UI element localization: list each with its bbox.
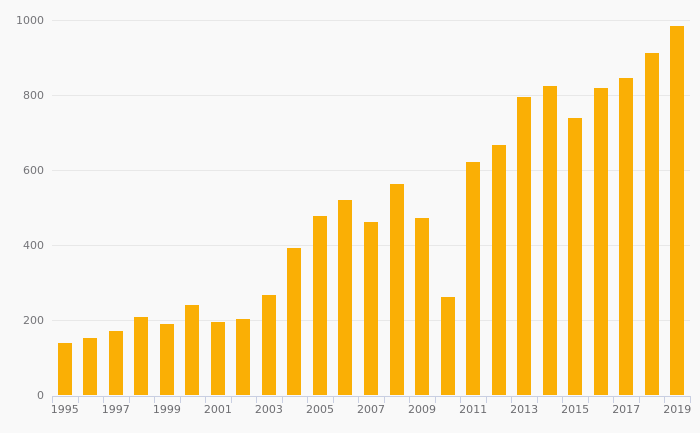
x-axis-tick (205, 396, 207, 403)
y-axis-label: 400 (23, 238, 44, 252)
x-axis-tick (77, 396, 79, 403)
bar-2008 (389, 184, 404, 396)
bar-2009 (415, 217, 430, 396)
bar-2016 (593, 88, 608, 396)
x-axis-label: 2019 (663, 403, 692, 416)
x-axis-label: 1997 (101, 403, 130, 416)
gridline (52, 170, 690, 172)
x-axis-label: 2017 (612, 403, 641, 416)
x-axis-tick (434, 396, 436, 403)
bar-1996 (83, 338, 98, 396)
x-axis-tick (511, 396, 513, 403)
bar-1997 (108, 330, 123, 396)
x-axis-tick (307, 396, 309, 403)
x-axis-tick (154, 396, 156, 403)
bar-2012 (491, 145, 506, 396)
x-axis-tick (562, 396, 564, 403)
y-axis-label: 600 (23, 163, 44, 177)
x-axis-label: 2007 (357, 403, 385, 416)
x-axis-label: 2001 (203, 403, 232, 416)
x-axis-tick (638, 396, 640, 403)
bar-2010 (440, 296, 455, 396)
x-axis-label: 2015 (561, 403, 590, 416)
x-axis-tick (409, 396, 411, 403)
bar-2015 (568, 117, 583, 396)
x-axis-tick (587, 396, 589, 403)
bar-2001 (210, 321, 225, 396)
y-axis-label: 200 (23, 313, 44, 327)
bar-2018 (644, 52, 659, 396)
bar-2013 (517, 97, 532, 396)
bar-2002 (236, 319, 251, 396)
x-axis-tick (613, 396, 615, 403)
x-axis-tick (103, 396, 105, 403)
x-axis-tick (332, 396, 334, 403)
bar-2014 (542, 85, 557, 396)
y-axis-label: 1000 (16, 13, 44, 27)
x-axis-label: 2003 (254, 403, 283, 416)
bar-2000 (185, 304, 200, 396)
x-axis-label: 1995 (50, 403, 79, 416)
gridline (52, 20, 690, 21)
bar-1995 (57, 342, 72, 396)
bar-2006 (338, 200, 353, 396)
x-axis-tick (690, 396, 691, 403)
x-axis-tick (52, 396, 53, 403)
bar-2011 (466, 162, 481, 396)
gridline (52, 95, 690, 97)
x-axis-tick (536, 396, 538, 403)
x-axis-label: 2009 (408, 403, 437, 416)
x-axis-tick (281, 396, 283, 403)
bar-2017 (619, 78, 634, 396)
x-axis-tick (128, 396, 130, 403)
x-axis-label: 2005 (305, 403, 334, 416)
x-axis-line (52, 395, 691, 397)
bar-1999 (159, 324, 174, 396)
x-axis-label: 1999 (152, 403, 181, 416)
x-axis-tick (485, 396, 487, 403)
x-axis-tick (179, 396, 181, 403)
x-axis-label: 2013 (510, 403, 539, 416)
bar-2005 (312, 216, 327, 396)
x-axis-label: 2011 (459, 403, 488, 416)
bar-2003 (261, 294, 276, 396)
x-axis-tick (664, 396, 666, 403)
y-axis-label: 800 (23, 88, 44, 102)
x-axis-tick (358, 396, 360, 403)
x-axis-tick (383, 396, 385, 403)
bar-2019 (670, 26, 685, 396)
bar-1998 (134, 317, 149, 396)
bar-2007 (364, 221, 378, 396)
y-axis-label: 0 (37, 389, 44, 402)
x-axis-tick (460, 396, 462, 403)
x-axis-tick (230, 396, 232, 403)
bar-2004 (287, 248, 302, 396)
x-axis-tick (256, 396, 258, 403)
